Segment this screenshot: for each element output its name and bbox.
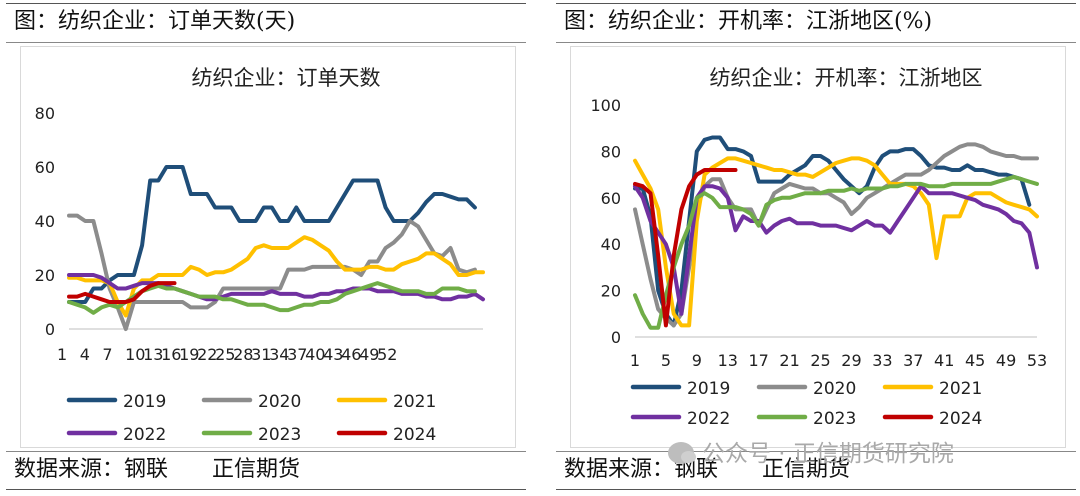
x-tick-label: 49 — [996, 351, 1016, 370]
watermark: 公众号 · 正信期货研究院 — [668, 434, 954, 468]
series-line-2022 — [67, 273, 485, 302]
x-tick-label: 53 — [1027, 351, 1047, 370]
y-tick-label: 20 — [35, 266, 55, 285]
heading-rule — [556, 42, 1076, 43]
x-tick-label: 29 — [841, 351, 861, 370]
y-tick-label: 40 — [35, 212, 55, 231]
y-tick-label: 100 — [590, 96, 621, 115]
x-tick-label: 13 — [143, 345, 163, 364]
y-tick-label: 80 — [601, 142, 621, 161]
y-tick-label: 0 — [45, 320, 55, 339]
x-tick-label: 41 — [934, 351, 954, 370]
chart-order-days: 纺织企业：订单天数 0 20 40 60 80 1 4 7 10 13 16 19 22 25 28 31 34 3… — [20, 46, 516, 448]
footer: 数据来源：钢联 正信期货 — [14, 455, 300, 485]
x-tick-label: 19 — [179, 345, 199, 364]
footer-org: 正信期货 — [212, 457, 301, 482]
x-tick-label: 7 — [102, 345, 112, 364]
x-tick-label: 5 — [661, 351, 671, 370]
footer-source: 数据来源：钢联 — [14, 457, 169, 482]
wechat-icon — [668, 442, 696, 464]
x-tick-label: 45 — [965, 351, 985, 370]
legend-label-2022: 2022 — [687, 409, 730, 429]
x-tick-label: 22 — [197, 345, 217, 364]
panel-heading: 图：纺织企业：开机率：江浙地区(%) — [564, 9, 933, 34]
series-line-2024 — [633, 168, 738, 328]
x-tick-label: 33 — [872, 351, 892, 370]
footer-rule — [556, 451, 1076, 452]
y-tick-label: 60 — [601, 189, 621, 208]
x-tick-label: 4 — [80, 345, 90, 364]
legend-label-2022: 2022 — [123, 425, 166, 445]
x-tick-label: 31 — [251, 345, 271, 364]
chart-title: 纺织企业：开机率：江浙地区 — [710, 66, 983, 90]
x-tick-label: 37 — [903, 351, 923, 370]
x-tick-label: 34 — [269, 345, 289, 364]
legend-label-2023: 2023 — [813, 409, 856, 429]
y-tick-label: 60 — [35, 158, 55, 177]
legend-label-2021: 2021 — [939, 379, 982, 399]
footer-rule — [6, 451, 526, 452]
panel-order-days: 图：纺织企业：订单天数(天) 纺织企业：订单天数 0 20 40 60 80 1 4 7 10 13… — [6, 0, 526, 496]
legend-label-2023: 2023 — [258, 425, 301, 445]
x-tick-label: 25 — [810, 351, 830, 370]
x-tick-label: 9 — [692, 351, 702, 370]
chart-title: 纺织企业：订单天数 — [192, 66, 381, 90]
bottom-rule — [556, 489, 1076, 490]
panel-operating-rate: 图：纺织企业：开机率：江浙地区(%) 纺织企业：开机率：江浙地区 0 20 40 60 8… — [556, 0, 1076, 496]
panel-heading: 图：纺织企业：订单天数(天) — [14, 9, 296, 34]
top-rule — [556, 3, 1076, 4]
heading-rule — [6, 42, 526, 43]
legend-label-2019: 2019 — [687, 379, 730, 399]
legend-label-2021: 2021 — [393, 392, 436, 412]
footer-org: 正信期货 — [762, 457, 851, 482]
x-tick-label: 46 — [341, 345, 361, 364]
bottom-rule — [6, 489, 526, 490]
y-tick-label: 20 — [601, 282, 621, 301]
series-line-2019 — [67, 165, 477, 304]
legend-label-2019: 2019 — [123, 392, 166, 412]
x-tick-label: 10 — [125, 345, 145, 364]
x-tick-label: 28 — [233, 345, 253, 364]
x-tick-label: 17 — [749, 351, 769, 370]
y-tick-label: 80 — [35, 104, 55, 123]
legend-label-2024: 2024 — [393, 425, 436, 445]
top-rule — [6, 3, 526, 4]
series-line-2023 — [633, 174, 1039, 330]
x-tick-label: 40 — [305, 345, 325, 364]
x-tick-label: 52 — [377, 345, 397, 364]
x-tick-label: 16 — [161, 345, 181, 364]
x-tick-label: 13 — [718, 351, 738, 370]
x-tick-label: 1 — [57, 345, 67, 364]
x-tick-label: 21 — [779, 351, 799, 370]
x-tick-label: 49 — [359, 345, 379, 364]
chart-svg-operating-rate: 纺织企业：开机率：江浙地区 0 20 40 60 80 100 1 5 9 13 17 21 25 29 33… — [590, 66, 1047, 429]
x-tick-label: 25 — [215, 345, 235, 364]
series-line-2022 — [633, 184, 1039, 316]
x-tick-label: 37 — [287, 345, 307, 364]
chart-svg-order-days: 纺织企业：订单天数 0 20 40 60 80 1 4 7 1013161922252831343… — [35, 66, 485, 445]
legend-label-2020: 2020 — [813, 379, 856, 399]
y-tick-label: 40 — [601, 235, 621, 254]
x-tick-label: 1 — [630, 351, 640, 370]
footer: 数据来源：钢联 正信期货 — [564, 455, 850, 485]
series-line-2024 — [67, 281, 177, 304]
watermark-text: 公众号 · 正信期货研究院 — [702, 441, 954, 467]
chart-operating-rate: 纺织企业：开机率：江浙地区 0 20 40 60 80 100 1 5 9 13 17 21 25 29 33… — [570, 46, 1066, 448]
legend-label-2024: 2024 — [939, 409, 982, 429]
x-tick-label: 43 — [323, 345, 343, 364]
y-tick-label: 0 — [611, 328, 621, 347]
series-line-2020 — [67, 213, 477, 331]
legend-label-2020: 2020 — [258, 392, 301, 412]
